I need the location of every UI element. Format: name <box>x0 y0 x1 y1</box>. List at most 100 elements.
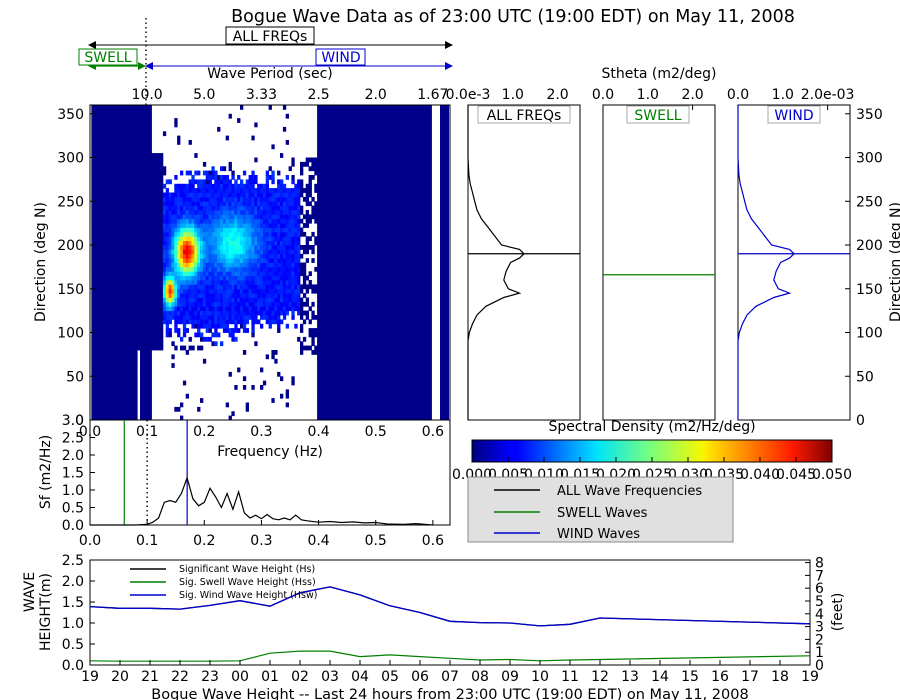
heatmap-cell <box>340 140 344 145</box>
heatmap-cell <box>211 280 215 285</box>
heatmap-cell <box>317 358 321 364</box>
heatmap-cell <box>140 393 144 399</box>
heatmap-cell <box>117 210 121 215</box>
heatmap-cell <box>180 310 184 316</box>
heatmap-cell <box>140 205 144 211</box>
heatmap-cell <box>117 258 121 263</box>
heatmap-cell <box>114 323 118 329</box>
heatmap-cell <box>285 210 289 215</box>
heatmap-cell <box>222 201 227 207</box>
heatmap-cell <box>245 301 249 307</box>
heatmap-cell <box>180 315 184 320</box>
heatmap-cell <box>105 315 109 320</box>
heatmap-cell <box>334 170 338 176</box>
heatmap-cell <box>260 236 264 242</box>
heatmap-cell <box>237 240 241 246</box>
heatmap-cell <box>257 258 261 263</box>
heatmap-cell <box>122 240 127 246</box>
heatmap-cell <box>160 319 164 325</box>
heatmap-cell <box>362 328 367 333</box>
heatmap-cell <box>160 258 164 263</box>
heatmap-cell <box>91 380 95 386</box>
heatmap-cell <box>320 345 324 351</box>
heatmap-cell <box>131 336 135 342</box>
heatmap-cell <box>362 393 367 399</box>
heatmap-cell <box>242 183 247 189</box>
heatmap-cell <box>162 214 167 220</box>
heatmap-cell <box>322 341 327 347</box>
heatmap-cell <box>362 175 367 180</box>
heatmap-cell <box>328 411 332 417</box>
heatmap-cell <box>108 245 112 250</box>
heatmap-cell <box>285 201 289 207</box>
heatmap-cell <box>134 332 138 338</box>
heatmap-cell <box>91 131 95 137</box>
heatmap-cell <box>91 218 95 224</box>
heatmap-cell <box>297 179 301 185</box>
heatmap-cell <box>345 280 349 285</box>
heatmap-cell <box>357 332 361 338</box>
heatmap-cell <box>282 275 287 281</box>
heatmap-cell <box>151 249 155 255</box>
heatmap-cell <box>148 293 152 298</box>
heatmap-cell <box>197 210 201 215</box>
heatmap-cell <box>122 105 127 110</box>
heatmap-cell <box>97 371 101 377</box>
heatmap-cell <box>337 266 341 272</box>
heatmap-cell <box>94 293 98 298</box>
heatmap-cell <box>134 258 138 263</box>
heatmap-cell <box>251 262 255 268</box>
heatmap-cell <box>225 319 229 325</box>
heatmap-cell <box>220 262 224 268</box>
heatmap-cell <box>157 231 161 237</box>
heatmap-cell <box>305 301 309 307</box>
heatmap-cell <box>197 205 201 211</box>
heatmap-cell <box>320 363 324 368</box>
heatmap-cell <box>188 266 192 272</box>
heatmap-cell <box>100 140 104 145</box>
heatmap-cell <box>154 231 158 237</box>
heatmap-cell <box>94 275 98 281</box>
heatmap-cell <box>180 196 184 202</box>
heatmap-cell <box>265 179 269 185</box>
heatmap-cell <box>100 161 104 167</box>
heatmap-cell <box>237 293 241 298</box>
heatmap-cell <box>308 245 312 250</box>
heatmap-cell <box>342 341 347 347</box>
heatmap-cell <box>128 240 132 246</box>
heatmap-cell <box>360 310 364 316</box>
heatmap-cell <box>317 245 321 250</box>
heatmap-cell <box>248 253 252 259</box>
heatmap-cell <box>202 214 207 220</box>
heatmap-cell <box>114 227 118 233</box>
heatmap-cell <box>108 253 112 259</box>
heatmap-cell <box>351 306 355 312</box>
heatmap-cell <box>94 253 98 259</box>
heatmap-cell <box>131 223 135 228</box>
heatmap-cell <box>168 332 172 338</box>
heatmap-cell <box>174 271 178 277</box>
heatmap-cell <box>365 179 369 185</box>
heatmap-cell <box>102 126 107 132</box>
heatmap-cell <box>160 157 164 163</box>
heatmap-cell <box>105 188 109 193</box>
heatmap-cell <box>365 166 369 172</box>
heatmap-cell <box>120 358 124 364</box>
heatmap-cell <box>154 161 158 167</box>
heatmap-cell <box>231 336 235 342</box>
heatmap-cell <box>108 223 112 228</box>
heatmap-cell <box>322 323 327 329</box>
heatmap-cell <box>160 236 164 242</box>
heatmap-cell <box>342 170 347 176</box>
heatmap-cell <box>351 301 355 307</box>
heatmap-cell <box>114 122 118 128</box>
heatmap-cell <box>265 170 269 176</box>
heatmap-cell <box>280 393 284 399</box>
heatmap-cell <box>157 297 161 303</box>
heatmap-cell <box>325 144 329 150</box>
heatmap-cell <box>371 293 375 298</box>
heatmap-cell <box>137 249 141 255</box>
heatmap-cell <box>337 236 341 242</box>
heatmap-cell <box>231 188 235 193</box>
heatmap-cell <box>228 192 232 198</box>
